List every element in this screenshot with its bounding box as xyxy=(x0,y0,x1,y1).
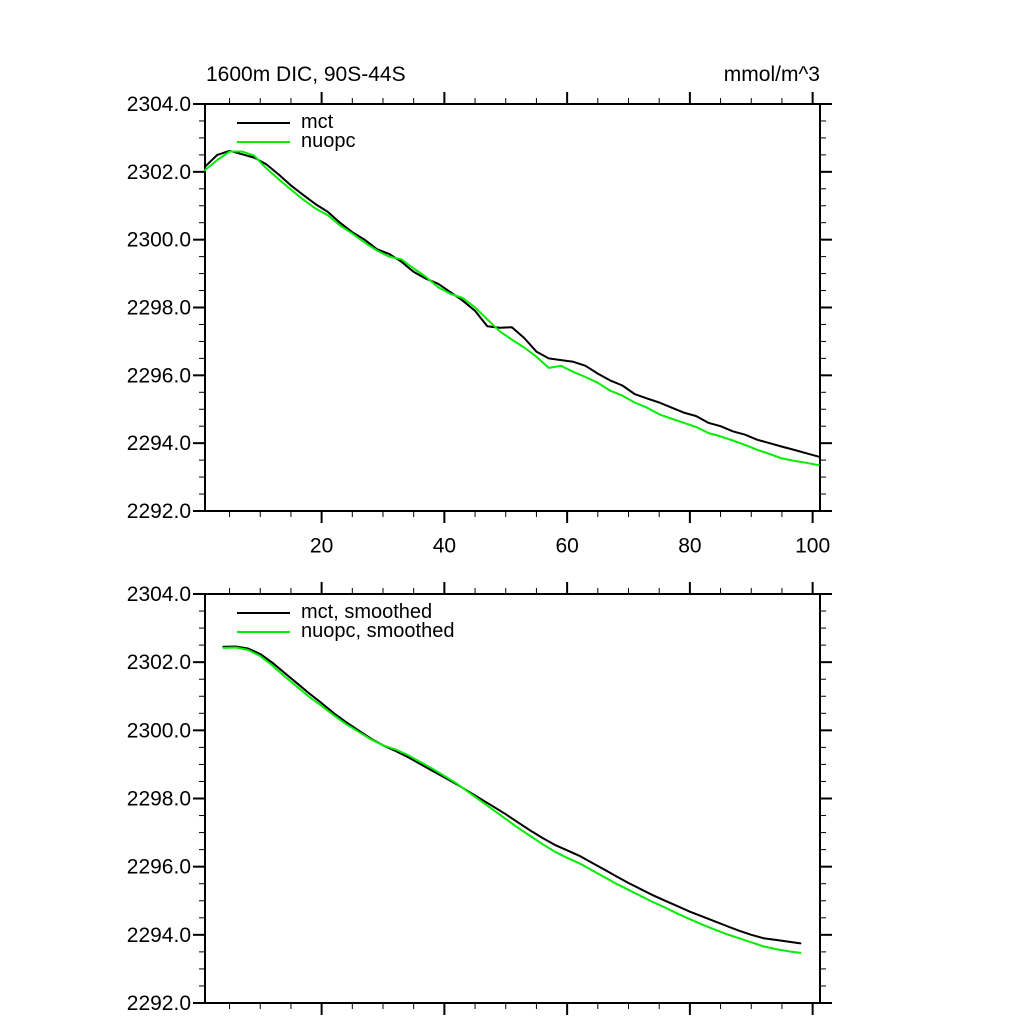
x-tick-label: 80 xyxy=(678,535,701,558)
y-tick-label: 2304.0 xyxy=(127,583,191,606)
y-tick-label: 2302.0 xyxy=(127,651,191,674)
chart-1: 2292.0 2294.0 2296.0 2298.0 2300.0 2302.0 2304… xyxy=(127,582,832,1015)
legend-line-mct-smoothed xyxy=(237,611,290,614)
y-tick-label: 2298.0 xyxy=(127,788,191,811)
axis-frame xyxy=(204,593,821,1004)
y-tick-label: 2298.0 xyxy=(127,297,191,320)
y-tick-label: 2300.0 xyxy=(127,229,191,252)
y-tick-label: 2300.0 xyxy=(127,719,191,742)
x-tick-label: 40 xyxy=(433,535,456,558)
series-line-mct-smoothed xyxy=(222,645,802,945)
y-tick-label: 2294.0 xyxy=(127,924,191,947)
y-tick-label: 2292.0 xyxy=(127,500,191,523)
top-chart-title: 1600m DIC, 90S-44S xyxy=(206,63,406,86)
units-label: mmol/m^3 xyxy=(723,63,820,86)
y-tick-label: 2302.0 xyxy=(127,161,191,184)
tick-labels: 2292.0 2294.0 2296.0 2298.0 2300.0 2302.0 2304… xyxy=(127,583,191,1015)
legend-label-mct-smoothed: mct, smoothed xyxy=(301,601,433,623)
legend-line-nuopc-smoothed xyxy=(237,630,290,633)
top-chart-legend: mct nuopc xyxy=(237,111,356,152)
series-line-mct xyxy=(204,149,820,458)
series-line-nuopc xyxy=(204,150,820,467)
tick-marks xyxy=(193,92,832,523)
x-tick-label: 60 xyxy=(555,535,578,558)
y-tick-label: 2292.0 xyxy=(127,992,191,1015)
x-tick-label: 20 xyxy=(310,535,333,558)
tick-marks xyxy=(193,582,832,1015)
x-tick-label: 100 xyxy=(795,535,830,558)
chart-0: 2292.0 2294.0 2296.0 2298.0 2300.0 2302.0 2304… xyxy=(127,92,832,558)
y-tick-label: 2296.0 xyxy=(127,364,191,387)
y-tick-label: 2304.0 xyxy=(127,93,191,116)
bottom-chart-legend: mct, smoothed nuopc, smoothed xyxy=(237,601,455,642)
legend-item-mct-smoothed: mct, smoothed xyxy=(237,601,454,623)
y-tick-label: 2296.0 xyxy=(127,856,191,879)
legend-label-mct: mct xyxy=(301,111,334,133)
tick-labels: 2292.0 2294.0 2296.0 2298.0 2300.0 2302.0 2304… xyxy=(127,93,830,558)
y-tick-label: 2294.0 xyxy=(127,432,191,455)
legend-line-nuopc xyxy=(237,140,290,143)
series-line-nuopc-smoothed xyxy=(222,646,802,954)
legend-label-nuopc-smoothed: nuopc, smoothed xyxy=(301,620,455,642)
legend-line-mct xyxy=(237,121,290,124)
legend-label-nuopc: nuopc xyxy=(301,130,356,152)
legend-item-mct: mct xyxy=(237,111,356,133)
legend-item-nuopc-smoothed: nuopc, smoothed xyxy=(237,620,455,642)
legend-item-nuopc: nuopc xyxy=(237,130,356,152)
axis-frame xyxy=(204,103,821,512)
